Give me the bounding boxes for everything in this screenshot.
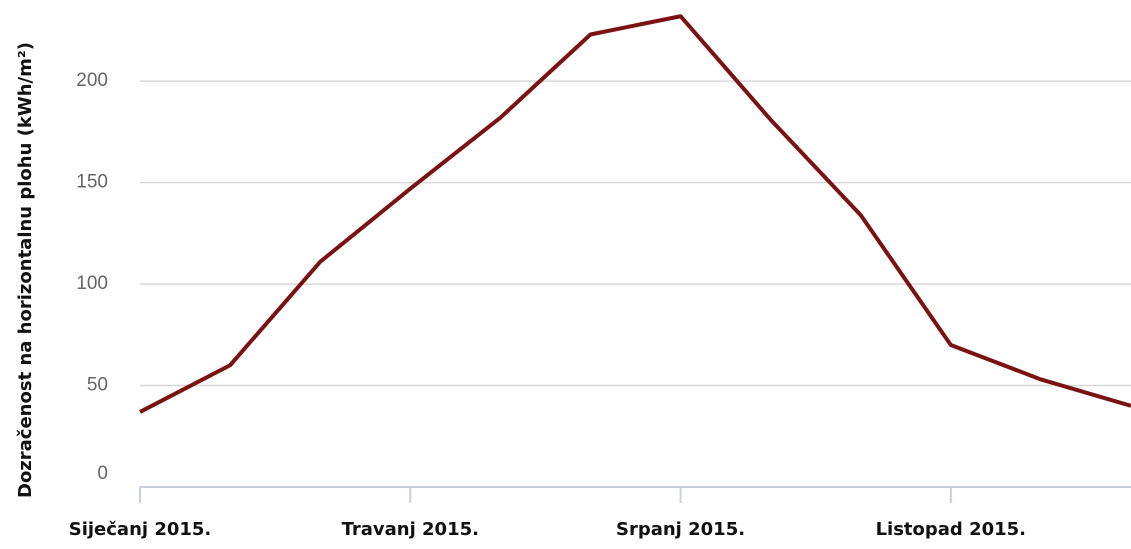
y-tick-label: 200 xyxy=(76,70,108,91)
y-tick-label: 100 xyxy=(76,273,108,294)
y-tick-label: 150 xyxy=(76,172,108,193)
y-tick-label: 50 xyxy=(87,375,108,396)
x-tick-label: Listopad 2015. xyxy=(876,519,1026,540)
y-tick-label: 0 xyxy=(97,463,108,484)
y-axis-label: Dozračenost na horizontalnu plohu (kWh/m… xyxy=(15,42,36,498)
x-tick-label: Travanj 2015. xyxy=(342,519,479,540)
x-tick-label: Siječanj 2015. xyxy=(69,519,212,540)
x-tick-label: Srpanj 2015. xyxy=(616,519,745,540)
data-line xyxy=(139,14,1131,414)
